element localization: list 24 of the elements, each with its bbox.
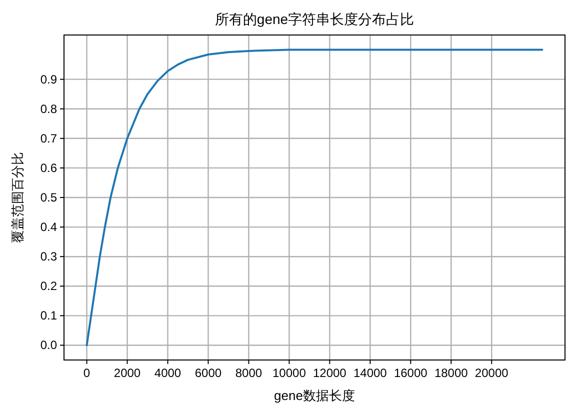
x-tick-label: 2000 xyxy=(114,366,141,380)
x-tick-label: 6000 xyxy=(194,366,222,380)
y-tick-label: 0.9 xyxy=(40,72,57,86)
y-tick-label: 0.6 xyxy=(40,160,57,175)
y-tick-label: 0.5 xyxy=(40,190,57,204)
x-tick-label: 14000 xyxy=(353,366,387,380)
title: 所有的gene字符串长度分布占比 xyxy=(214,11,414,27)
x-tick-label: 12000 xyxy=(313,366,346,380)
x-tick-label: 8000 xyxy=(235,366,262,380)
y-tick-label: 0.0 xyxy=(40,338,57,352)
x-tick-label: 18000 xyxy=(434,366,468,380)
y-tick-label: 0.3 xyxy=(40,250,57,264)
y-tick-label: 0.2 xyxy=(40,279,57,294)
x-tick-label: 20000 xyxy=(474,366,508,380)
y-tick-label: 0.7 xyxy=(40,131,57,146)
x-tick-label: 16000 xyxy=(394,366,428,380)
y-tick-label: 0.8 xyxy=(40,102,57,116)
y-tick-label: 0.4 xyxy=(40,220,57,234)
x-axis-title: gene数据长度 xyxy=(274,388,355,403)
x-tick-label: 10000 xyxy=(272,366,306,380)
x-tick-label: 4000 xyxy=(154,366,182,380)
y-tick-label: 0.1 xyxy=(40,308,57,323)
y-axis-title: 覆盖范围百分比 xyxy=(10,152,25,243)
x-tick-label: 0 xyxy=(83,366,90,380)
